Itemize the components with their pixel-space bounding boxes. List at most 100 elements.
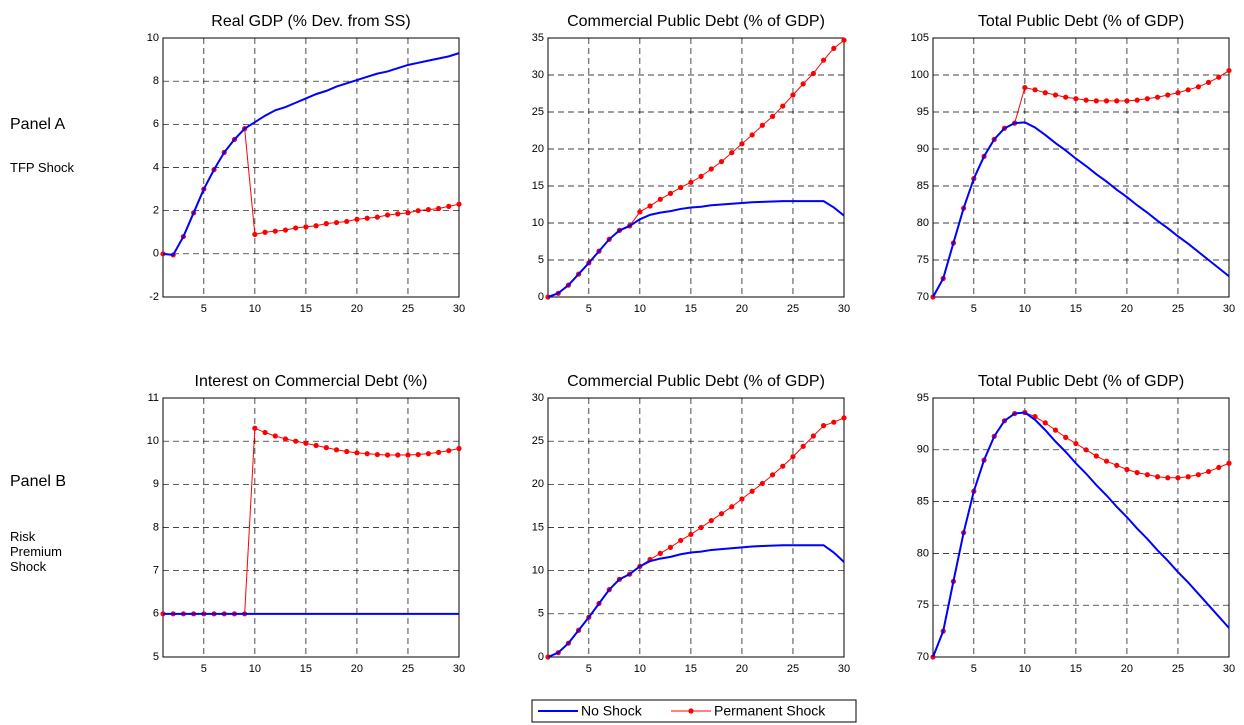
series-line [932,411,1230,658]
point-marker [759,480,765,487]
point-marker [262,429,268,436]
axes-box [547,397,845,658]
point-marker [1073,440,1079,447]
point-marker [1103,98,1110,104]
point-marker [333,447,340,453]
series-line [932,121,1230,298]
y-tick-label: 15 [532,521,544,533]
point-marker [272,228,278,234]
point-marker [1073,96,1079,102]
x-tick-label: 5 [971,663,977,675]
point-marker [1083,447,1089,453]
y-tick-label: 70 [917,291,929,303]
series-line [162,52,460,256]
y-tick-label: 7 [153,565,159,577]
x-tick-label: 5 [201,663,207,675]
point-marker [718,158,725,165]
point-marker [364,451,370,457]
y-tick-label: 80 [917,217,929,229]
y-tick-label: 6 [153,118,159,130]
point-marker [688,179,694,185]
point-marker [1195,472,1201,478]
point-marker [435,205,442,212]
point-marker [435,449,442,455]
point-marker [1165,92,1171,98]
plot-area [548,398,844,657]
point-marker [384,212,391,218]
point-marker [708,166,714,172]
y-tick-label: 8 [153,75,159,87]
point-marker [759,122,765,128]
point-marker [456,445,462,452]
point-marker [810,70,816,77]
chart-title: Commercial Public Debt (% of GDP) [567,373,825,390]
legend-label: Permanent Shock [714,703,826,719]
point-marker [1205,79,1212,85]
point-marker [698,173,704,179]
point-marker [415,208,421,214]
x-tick-label: 15 [685,663,697,675]
x-tick-label: 10 [634,303,646,315]
x-tick-label: 20 [351,303,363,315]
point-marker [303,224,309,230]
point-marker [800,81,806,87]
x-tick-label: 10 [634,663,646,675]
plot-area [163,38,459,297]
legend: No Shock Permanent Shock [531,699,857,723]
y-tick-label: 100 [911,69,929,81]
point-marker [769,472,776,478]
point-marker [729,150,735,156]
chart-title: Total Public Debt (% of GDP) [978,13,1184,30]
point-marker [282,436,289,442]
x-tick-label: 30 [453,663,465,675]
y-tick-label: 95 [917,392,929,404]
point-marker [1052,92,1059,98]
point-marker [425,451,431,457]
panel-label: Panel A [10,116,66,133]
y-tick-label: 70 [917,651,929,663]
point-marker [708,517,714,524]
point-marker [739,141,745,147]
x-tick-label: 25 [787,663,799,675]
point-marker [344,218,350,225]
y-tick-label: 0 [538,291,544,303]
plot-area [933,398,1229,657]
y-tick-label: 0 [538,651,544,663]
point-marker [739,496,745,502]
point-marker [1154,94,1161,100]
point-marker [800,443,806,449]
point-marker [749,488,755,494]
y-tick-label: 5 [153,651,159,663]
point-marker [718,511,725,517]
point-marker [395,211,401,217]
point-marker [1165,475,1171,481]
panel-label: Panel B [10,473,67,490]
point-marker [1022,84,1028,91]
point-marker [1216,74,1222,80]
point-marker [272,433,278,439]
x-tick-label: 25 [1172,303,1184,315]
point-marker [769,113,776,120]
series-line [547,544,845,658]
point-marker [1195,84,1201,90]
point-marker [456,201,462,207]
point-marker [374,451,380,458]
point-marker [1205,468,1212,475]
point-marker [1114,462,1120,468]
point-marker [667,190,674,196]
point-marker [1216,464,1222,471]
x-tick-label: 20 [1121,303,1133,315]
x-tick-label: 30 [1223,303,1235,315]
y-tick-label: 10 [532,217,544,229]
x-tick-label: 15 [1070,663,1082,675]
x-tick-label: 25 [402,663,414,675]
y-tick-label: 20 [532,143,544,155]
point-marker [780,463,786,469]
y-tick-label: 90 [917,444,929,456]
y-tick-label: 75 [917,599,929,611]
point-marker [667,544,674,550]
point-marker [1134,97,1140,103]
point-marker [405,210,411,216]
y-tick-label: 5 [538,254,544,266]
point-marker [1093,453,1099,459]
